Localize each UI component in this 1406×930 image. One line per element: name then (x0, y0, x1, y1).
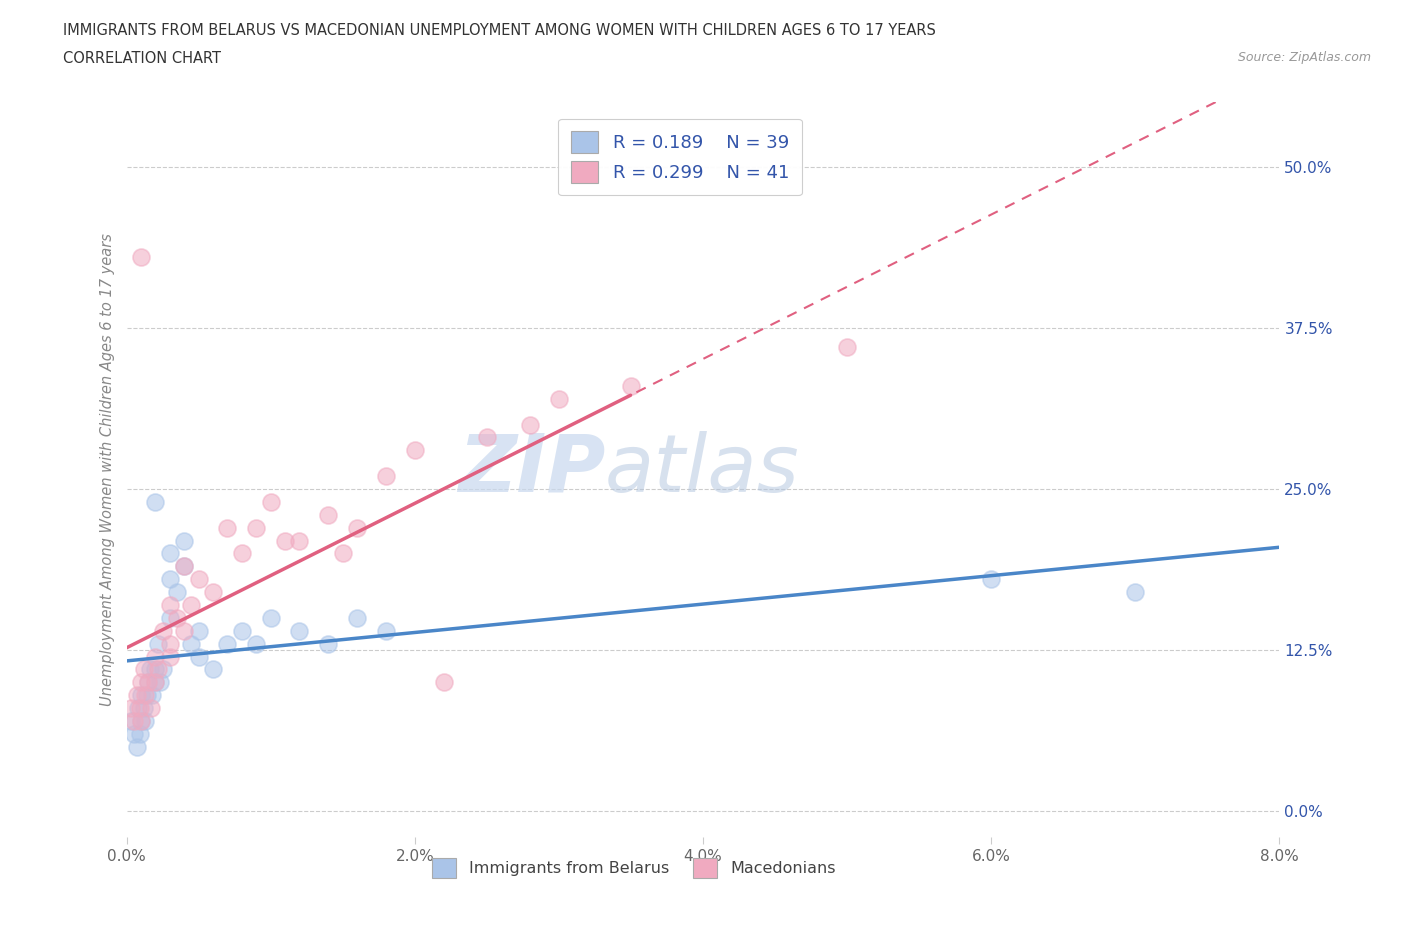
Point (159, 649, 181, 664)
Point (129, 713, 152, 728)
Point (519, 417, 541, 432)
Point (187, 572, 209, 587)
Text: atlas: atlas (605, 431, 800, 509)
Point (166, 610, 188, 625)
Point (332, 546, 354, 561)
Text: IMMIGRANTS FROM BELARUS VS MACEDONIAN UNEMPLOYMENT AMONG WOMEN WITH CHILDREN AGE: IMMIGRANTS FROM BELARUS VS MACEDONIAN UN… (63, 23, 936, 38)
Point (173, 533, 195, 548)
Point (835, 339, 858, 354)
Point (187, 649, 209, 664)
Point (159, 598, 181, 613)
Point (148, 662, 170, 677)
Point (159, 610, 181, 625)
Point (125, 739, 148, 754)
Point (134, 713, 156, 728)
Point (159, 572, 181, 587)
Point (245, 520, 267, 535)
Point (217, 636, 239, 651)
Point (231, 546, 253, 561)
Point (129, 249, 152, 264)
Point (180, 636, 202, 651)
Point (145, 495, 166, 510)
Point (129, 675, 152, 690)
Point (318, 636, 340, 651)
Point (145, 649, 166, 664)
Text: ZIP: ZIP (457, 431, 605, 509)
Point (127, 700, 149, 715)
Point (122, 726, 145, 741)
Point (145, 675, 166, 690)
Point (159, 546, 181, 561)
Point (346, 610, 368, 625)
Text: CORRELATION CHART: CORRELATION CHART (63, 51, 221, 66)
Text: Source: ZipAtlas.com: Source: ZipAtlas.com (1237, 51, 1371, 64)
Point (152, 623, 174, 638)
Point (129, 688, 152, 703)
Point (245, 636, 267, 651)
Point (120, 713, 142, 728)
Point (259, 610, 281, 625)
Point (548, 392, 571, 406)
Point (122, 713, 145, 728)
Point (318, 508, 340, 523)
Point (135, 688, 157, 703)
Point (173, 559, 195, 574)
Point (404, 443, 426, 458)
Point (128, 726, 150, 741)
Point (145, 675, 166, 690)
Point (288, 533, 311, 548)
Point (141, 688, 163, 703)
Point (374, 623, 398, 638)
Point (136, 675, 159, 690)
Point (231, 623, 253, 638)
Point (288, 623, 311, 638)
Point (128, 700, 150, 715)
Point (132, 700, 155, 715)
Legend: Immigrants from Belarus, Macedonians: Immigrants from Belarus, Macedonians (426, 852, 842, 884)
Point (180, 598, 202, 613)
Point (145, 662, 166, 677)
Point (374, 469, 398, 484)
Point (166, 585, 188, 600)
Point (134, 688, 156, 703)
Point (132, 662, 155, 677)
Point (138, 662, 160, 677)
Point (152, 662, 174, 677)
Point (173, 623, 195, 638)
Point (202, 585, 225, 600)
Point (433, 675, 456, 690)
Point (149, 675, 172, 690)
Point (139, 700, 162, 715)
Point (202, 662, 225, 677)
Point (159, 636, 181, 651)
Point (125, 688, 148, 703)
Y-axis label: Unemployment Among Women with Children Ages 6 to 17 years: Unemployment Among Women with Children A… (100, 233, 115, 706)
Point (620, 379, 643, 393)
Point (217, 520, 239, 535)
Point (475, 430, 498, 445)
Point (136, 675, 159, 690)
Point (1125, 585, 1147, 600)
Point (274, 533, 297, 548)
Point (129, 713, 152, 728)
Point (120, 700, 142, 715)
Point (346, 520, 368, 535)
Point (259, 495, 281, 510)
Point (173, 559, 195, 574)
Point (980, 572, 1002, 587)
Point (148, 636, 170, 651)
Point (187, 623, 209, 638)
